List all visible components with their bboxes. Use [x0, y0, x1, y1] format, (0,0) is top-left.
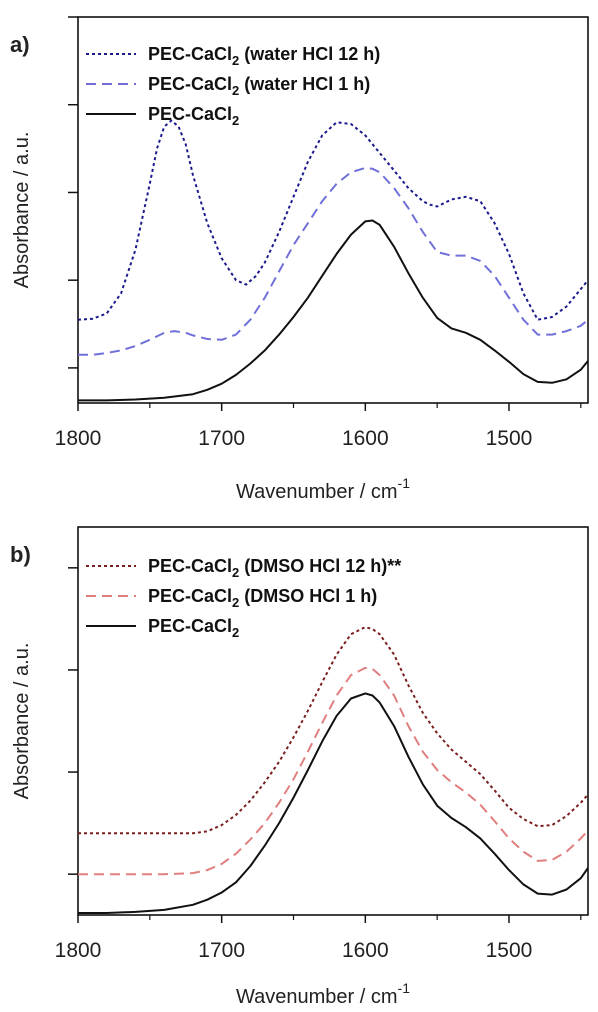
legend-label-1: PEC-CaCl2 (DMSO HCl 1 h) [148, 586, 377, 610]
series-line-0 [78, 119, 588, 321]
y-axis-label: Absorbance / a.u. [11, 132, 33, 289]
x-tick-label: 1700 [198, 939, 245, 962]
legend-label-2: PEC-CaCl2 [148, 104, 239, 128]
x-tick-label: 1500 [486, 939, 533, 962]
x-tick-label: 1600 [342, 427, 389, 450]
x-tick-label: 1700 [198, 427, 245, 450]
legend-label-subscript: 2 [232, 113, 239, 128]
x-tick-label: 1500 [486, 427, 533, 450]
x-axis-label: Wavenumber / cm-1 [236, 980, 410, 1008]
panel-label: a) [10, 32, 30, 57]
y-axis-label: Absorbance / a.u. [11, 643, 33, 800]
x-axis-label-superscript: -1 [398, 980, 411, 996]
series-line-2 [78, 692, 588, 914]
legend-label-suffix: (water HCl 1 h) [239, 74, 370, 94]
legend-label-subscript: 2 [232, 83, 239, 98]
legend-label-0: PEC-CaCl2 (water HCl 12 h) [148, 44, 380, 68]
x-axis-label: Wavenumber / cm-1 [236, 475, 410, 503]
legend-label-2: PEC-CaCl2 [148, 616, 239, 640]
series-line-1 [78, 666, 588, 876]
panel-label: b) [10, 542, 31, 567]
legend-label-suffix: (DMSO HCl 1 h) [239, 586, 377, 606]
legend-label-subscript: 2 [232, 53, 239, 68]
series-line-0 [78, 626, 588, 835]
x-tick-label: 1800 [55, 427, 102, 450]
x-tick-label: 1600 [342, 939, 389, 962]
legend-label-subscript: 2 [232, 595, 239, 610]
legend-label-0: PEC-CaCl2 (DMSO HCl 12 h)** [148, 556, 401, 580]
chart-panel-0: 1800 1700 1600 1500 Wavenumber / cm-1 Absorba… [10, 16, 589, 503]
chart-panel-1: 1800 1700 1600 1500 Wavenumber / cm-1 Absorba… [10, 526, 589, 1008]
legend-label-1: PEC-CaCl2 (water HCl 1 h) [148, 74, 370, 98]
legend-label-suffix: (water HCl 12 h) [239, 44, 380, 64]
legend-label-suffix: (DMSO HCl 12 h)** [239, 556, 401, 576]
plot-frame [77, 526, 589, 916]
x-tick-label: 1800 [55, 939, 102, 962]
x-axis-label-superscript: -1 [398, 475, 411, 491]
plot-frame [77, 16, 589, 404]
legend-label-subscript: 2 [232, 565, 239, 580]
series-line-2 [78, 219, 588, 402]
legend-label-subscript: 2 [232, 625, 239, 640]
